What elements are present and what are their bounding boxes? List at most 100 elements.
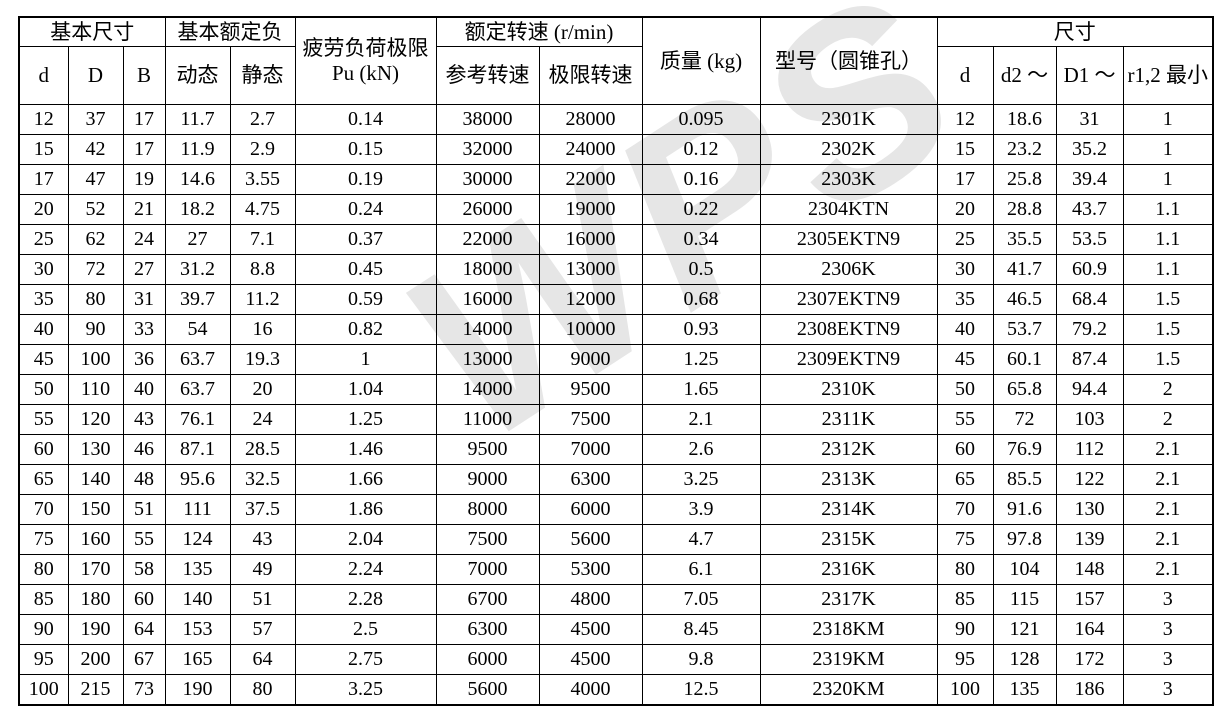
cell: 48	[122, 464, 166, 495]
cell: 4500	[538, 614, 643, 645]
cell: 35	[18, 284, 69, 315]
cell: 7000	[538, 434, 643, 465]
cell: 16	[229, 314, 296, 345]
cell: 100	[67, 344, 124, 375]
cell: 32000	[435, 134, 540, 165]
cell: 2308EKTN9	[759, 314, 938, 345]
cell: 122	[1055, 464, 1124, 495]
cell: 0.34	[641, 224, 761, 255]
cell: 103	[1055, 404, 1124, 435]
cell: 165	[164, 644, 231, 675]
cell: 26000	[435, 194, 540, 225]
cell: 75	[936, 524, 994, 555]
cell: 53.7	[992, 314, 1057, 345]
cell: 1.04	[294, 374, 437, 405]
cell: 1.5	[1122, 284, 1214, 315]
cell: 72	[992, 404, 1057, 435]
cell: 60	[122, 584, 166, 615]
header-sub-row: d D B 动态 静态 参考转速 极限转速 d d2 ～ D1 ～ r1,2 最…	[18, 46, 1214, 105]
cell: 0.68	[641, 284, 761, 315]
cell: 73	[122, 674, 166, 706]
cell: 121	[992, 614, 1057, 645]
cell: 1.5	[1122, 344, 1214, 375]
cell: 2301K	[759, 104, 938, 135]
header-B: B	[122, 46, 166, 105]
cell: 27	[122, 254, 166, 285]
table-row: 15 42 17 11.9 2.9 0.15 32000 24000 0.12 2302K 15 23…	[18, 134, 1214, 165]
cell: 6300	[538, 464, 643, 495]
cell: 160	[67, 524, 124, 555]
cell: 2.04	[294, 524, 437, 555]
cell: 15	[936, 134, 994, 165]
cell: 3.25	[294, 674, 437, 706]
cell: 27	[164, 224, 231, 255]
cell: 70	[936, 494, 994, 525]
cell: 153	[164, 614, 231, 645]
cell: 1	[294, 344, 437, 375]
cell: 12	[18, 104, 69, 135]
table-row: 20 52 21 18.2 4.75 0.24 26000 19000 0.22 2304KTN 2…	[18, 194, 1214, 225]
cell: 39.4	[1055, 164, 1124, 195]
cell: 19.3	[229, 344, 296, 375]
cell: 55	[936, 404, 994, 435]
cell: 190	[164, 674, 231, 706]
cell: 35.5	[992, 224, 1057, 255]
cell: 25	[936, 224, 994, 255]
cell: 11000	[435, 404, 540, 435]
cell: 13000	[435, 344, 540, 375]
cell: 21	[122, 194, 166, 225]
cell: 90	[67, 314, 124, 345]
header-D: D	[67, 46, 124, 105]
cell: 60.9	[1055, 254, 1124, 285]
cell: 0.37	[294, 224, 437, 255]
cell: 9000	[538, 344, 643, 375]
cell: 7500	[538, 404, 643, 435]
cell: 60.1	[992, 344, 1057, 375]
cell: 43.7	[1055, 194, 1124, 225]
header-fatigue-load-limit: 疲劳负荷极限 Pu (kN)	[294, 16, 437, 105]
header-rated-speed: 额定转速 (r/min)	[435, 16, 643, 47]
table-row: 65 140 48 95.6 32.5 1.66 9000 6300 3.25 2313K 65 85…	[18, 464, 1214, 495]
cell: 28.5	[229, 434, 296, 465]
cell: 63.7	[164, 374, 231, 405]
cell: 0.22	[641, 194, 761, 225]
cell: 72	[67, 254, 124, 285]
cell: 3.25	[641, 464, 761, 495]
table-row: 100 215 73 190 80 3.25 5600 4000 12.5 2320KM 100 13…	[18, 674, 1214, 706]
cell: 51	[229, 584, 296, 615]
cell: 0.12	[641, 134, 761, 165]
cell: 3.9	[641, 494, 761, 525]
cell: 4500	[538, 644, 643, 675]
cell: 7000	[435, 554, 540, 585]
cell: 2317K	[759, 584, 938, 615]
cell: 43	[229, 524, 296, 555]
cell: 2.9	[229, 134, 296, 165]
cell: 2311K	[759, 404, 938, 435]
cell: 4.75	[229, 194, 296, 225]
cell: 135	[164, 554, 231, 585]
cell: 64	[229, 644, 296, 675]
cell: 3	[1122, 674, 1214, 706]
cell: 30	[18, 254, 69, 285]
cell: 38000	[435, 104, 540, 135]
cell: 51	[122, 494, 166, 525]
cell: 100	[936, 674, 994, 706]
header-dimensions: 尺寸	[936, 16, 1214, 47]
cell: 200	[67, 644, 124, 675]
cell: 90	[936, 614, 994, 645]
cell: 19000	[538, 194, 643, 225]
header-r12-min: r1,2 最小	[1122, 46, 1214, 105]
cell: 2.5	[294, 614, 437, 645]
header-static: 静态	[229, 46, 296, 105]
cell: 24000	[538, 134, 643, 165]
cell: 85.5	[992, 464, 1057, 495]
table-row: 90 190 64 153 57 2.5 6300 4500 8.45 2318KM 90 121 16…	[18, 614, 1214, 645]
header-d2: d2 ～	[992, 46, 1057, 105]
cell: 1	[1122, 104, 1214, 135]
table-row: 80 170 58 135 49 2.24 7000 5300 6.1 2316K 80 104 148…	[18, 554, 1214, 585]
cell: 4800	[538, 584, 643, 615]
cell: 42	[67, 134, 124, 165]
cell: 22000	[435, 224, 540, 255]
cell: 9.8	[641, 644, 761, 675]
cell: 2.7	[229, 104, 296, 135]
